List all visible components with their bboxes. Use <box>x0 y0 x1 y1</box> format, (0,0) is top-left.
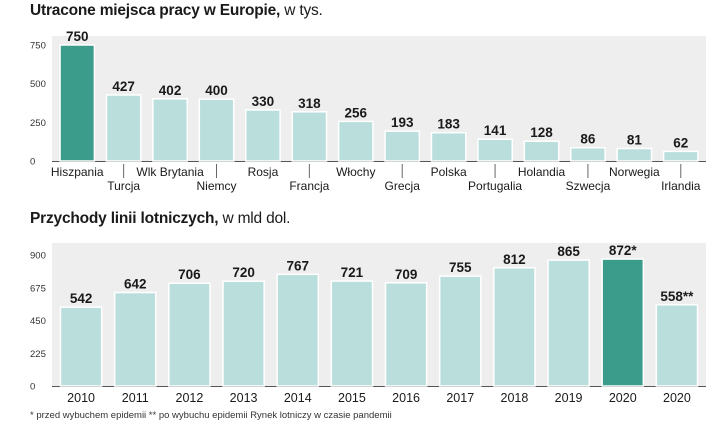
chart1-category-label: Hiszpania <box>51 165 104 179</box>
chart-lost-jobs: 0 250 500 750 750 Hiszpania 427 Turcja 402 Wlk Br… <box>30 29 706 193</box>
chart2-value-label: 642 <box>124 277 147 292</box>
chart2-category-label: 2012 <box>176 391 204 405</box>
chart1-ytick-label: 500 <box>30 79 46 90</box>
chart1-bar <box>477 138 513 162</box>
chart1-bar <box>59 44 96 162</box>
chart2-category-label: 2017 <box>446 391 474 405</box>
chart1-value-label: 141 <box>484 123 507 138</box>
chart2-bar <box>438 275 482 387</box>
chart2-bar <box>59 306 103 387</box>
chart2-category-label: 2013 <box>230 391 258 405</box>
chart1-category-label: Włochy <box>336 165 375 179</box>
chart-airline-revenue: 0 225 450 675 900 542 2010 642 2011 706 2012 720 201… <box>30 243 706 405</box>
chart2-bar <box>493 267 536 387</box>
chart2-category-label: 2015 <box>338 391 366 405</box>
chart1-value-label: 183 <box>437 117 460 132</box>
chart1-bar <box>291 111 328 162</box>
chart2-value-label: 706 <box>178 267 201 282</box>
chart1-value-label: 750 <box>66 29 89 44</box>
chart1-category-label: Holandia <box>518 165 566 179</box>
chart2-value-label: 709 <box>395 267 418 282</box>
chart1-bar <box>337 120 374 162</box>
chart1-unit: w tys. <box>284 2 323 19</box>
chart2-value-label: 767 <box>286 258 309 273</box>
chart1-plot-background <box>52 36 706 161</box>
chart2-bar <box>276 273 320 387</box>
chart1-category-label: Portugalia <box>468 179 522 193</box>
chart1-bar <box>523 140 560 162</box>
chart1-category-label: Francja <box>289 179 329 193</box>
chart1-bar <box>662 150 699 162</box>
chart2-unit: w mld dol. <box>222 210 291 227</box>
chart2-value-label: 721 <box>341 265 364 280</box>
chart2-plot-background <box>52 243 706 386</box>
chart1-category-label: Wlk Brytania <box>136 165 204 179</box>
chart1-category-label: Grecja <box>385 179 421 193</box>
chart1-bar <box>430 131 467 162</box>
chart1-bar <box>105 94 142 162</box>
chart2-value-label: 865 <box>557 244 580 259</box>
chart1-value-label: 330 <box>252 94 275 109</box>
chart1-bar <box>198 98 235 162</box>
chart1-category-label: Irlandia <box>661 179 701 193</box>
chart2-bar <box>547 259 590 387</box>
chart1-category-label: Turcja <box>107 179 140 193</box>
chart2-category-label: 2020 <box>663 391 691 405</box>
chart1-value-label: 318 <box>298 96 321 111</box>
chart2-bar <box>222 280 265 387</box>
chart1-ytick-label: 0 <box>30 157 35 168</box>
chart1-category-label: Rosja <box>248 165 279 179</box>
chart2-title-text: Przychody linii lotniczych, <box>30 210 219 227</box>
chart2-category-label: 2020 <box>609 391 637 405</box>
chart2-value-label: 720 <box>232 265 255 280</box>
chart2-bar <box>655 304 699 387</box>
chart1-category-label: Niemcy <box>196 179 236 193</box>
chart2-ytick-label: 450 <box>30 316 46 327</box>
chart2-bar <box>601 258 645 387</box>
chart2-ytick-label: 900 <box>30 251 46 262</box>
chart2-bar <box>168 282 211 387</box>
chart1-value-label: 427 <box>112 79 135 94</box>
chart2-ytick-label: 225 <box>30 349 46 360</box>
chart1-value-label: 86 <box>580 132 596 147</box>
chart1-bar <box>570 146 606 162</box>
chart1-bar <box>616 147 653 162</box>
chart1-bar <box>152 98 188 162</box>
chart1-value-label: 62 <box>673 135 688 150</box>
chart1-category-label: Szwecja <box>566 179 611 193</box>
chart1-bar <box>245 109 281 162</box>
chart1-category-label: Polska <box>431 165 467 179</box>
chart2-category-label: 2018 <box>501 391 529 405</box>
chart1-category-label: Norwegia <box>609 165 660 179</box>
chart2-value-label: 542 <box>70 291 93 306</box>
chart1-value-label: 256 <box>345 105 368 120</box>
chart2-category-label: 2010 <box>67 391 95 405</box>
chart1-value-label: 400 <box>205 83 228 98</box>
chart2-category-label: 2014 <box>284 391 312 405</box>
chart1-value-label: 81 <box>627 132 643 147</box>
chart1-bar <box>384 130 421 162</box>
chart1-value-label: 128 <box>530 125 553 140</box>
chart2-bar <box>330 280 374 387</box>
chart2-value-label: 812 <box>503 252 526 267</box>
chart1-title: Utracone miejsca pracy w Europie, w tys. <box>30 2 323 20</box>
chart2-value-label: 558** <box>660 289 694 304</box>
chart2-category-label: 2019 <box>555 391 583 405</box>
chart2-ytick-label: 675 <box>30 283 46 294</box>
chart2-value-label: 872* <box>609 243 638 258</box>
chart2-value-label: 755 <box>449 260 472 275</box>
chart1-value-label: 402 <box>159 83 182 98</box>
footnote: * przed wybuchem epidemii ** po wybuchu … <box>30 410 392 421</box>
chart1-value-label: 193 <box>391 115 414 130</box>
chart1-ytick-label: 250 <box>30 118 46 129</box>
chart2-category-label: 2016 <box>392 391 420 405</box>
chart1-title-text: Utracone miejsca pracy w Europie, <box>30 2 281 19</box>
chart2-bar <box>384 282 428 387</box>
chart2-bar <box>113 291 157 387</box>
chart2-title: Przychody linii lotniczych, w mld dol. <box>30 210 290 228</box>
chart1-ytick-label: 750 <box>30 41 46 52</box>
chart2-ytick-label: 0 <box>30 382 35 393</box>
chart2-category-label: 2011 <box>122 391 149 405</box>
